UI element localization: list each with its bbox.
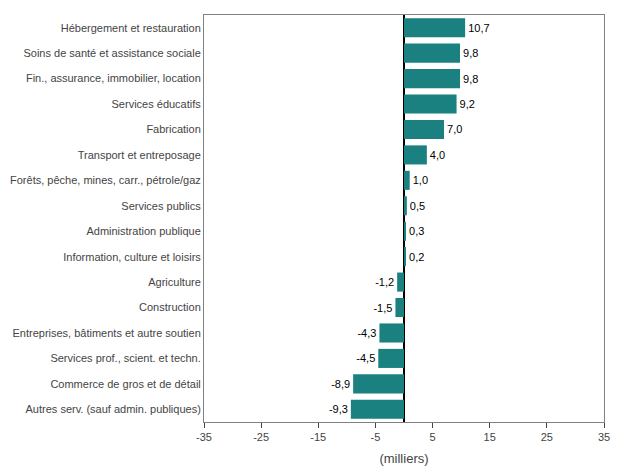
svg-text:-35: -35 [196, 431, 212, 443]
svg-text:Entreprises, bâtiments et autr: Entreprises, bâtiments et autre soutien [12, 327, 200, 339]
svg-text:0,5: 0,5 [410, 200, 425, 212]
svg-text:-4,3: -4,3 [357, 327, 376, 339]
svg-text:4,0: 4,0 [430, 149, 445, 161]
svg-text:Transport et entreposage: Transport et entreposage [78, 149, 201, 161]
svg-text:Commerce de gros et de détail: Commerce de gros et de détail [50, 378, 200, 390]
svg-text:9,8: 9,8 [463, 47, 478, 59]
svg-text:Fabrication: Fabrication [146, 123, 200, 135]
svg-text:-8,9: -8,9 [331, 378, 350, 390]
svg-text:25: 25 [541, 431, 553, 443]
svg-text:-4,5: -4,5 [356, 352, 375, 364]
svg-text:1,0: 1,0 [413, 174, 428, 186]
svg-text:Construction: Construction [139, 301, 201, 313]
svg-text:9,2: 9,2 [460, 98, 475, 110]
svg-text:-15: -15 [310, 431, 326, 443]
svg-text:Soins de santé et assistance s: Soins de santé et assistance sociale [23, 47, 200, 59]
svg-text:-9,3: -9,3 [329, 403, 348, 415]
svg-text:Autres serv. (sauf admin. publ: Autres serv. (sauf admin. publiques) [26, 403, 201, 415]
svg-text:15: 15 [484, 431, 496, 443]
svg-text:9,8: 9,8 [463, 73, 478, 85]
svg-text:(milliers): (milliers) [379, 451, 428, 466]
svg-text:Agriculture: Agriculture [148, 276, 201, 288]
svg-text:-1,2: -1,2 [375, 276, 394, 288]
svg-text:Information, culture et loisir: Information, culture et loisirs [63, 251, 201, 263]
svg-text:Services publics: Services publics [121, 200, 201, 212]
svg-text:35: 35 [598, 431, 610, 443]
svg-text:Fin., assurance, immobilier, l: Fin., assurance, immobilier, location [26, 72, 201, 84]
svg-text:Services prof., scient. et tec: Services prof., scient. et techn. [50, 352, 200, 364]
svg-text:7,0: 7,0 [447, 123, 462, 135]
svg-text:Forêts, pêche, mines, carr., p: Forêts, pêche, mines, carr., pétrole/gaz [10, 174, 201, 186]
svg-text:Services éducatifs: Services éducatifs [112, 98, 202, 110]
svg-text:5: 5 [430, 431, 436, 443]
svg-text:10,7: 10,7 [468, 22, 489, 34]
svg-text:0,3: 0,3 [409, 225, 424, 237]
svg-text:-1,5: -1,5 [373, 302, 392, 314]
svg-text:-5: -5 [371, 431, 381, 443]
svg-text:0,2: 0,2 [409, 251, 424, 263]
svg-text:Administration publique: Administration publique [86, 225, 200, 237]
svg-text:-25: -25 [253, 431, 269, 443]
svg-text:Hébergement et restauration: Hébergement et restauration [61, 22, 201, 34]
